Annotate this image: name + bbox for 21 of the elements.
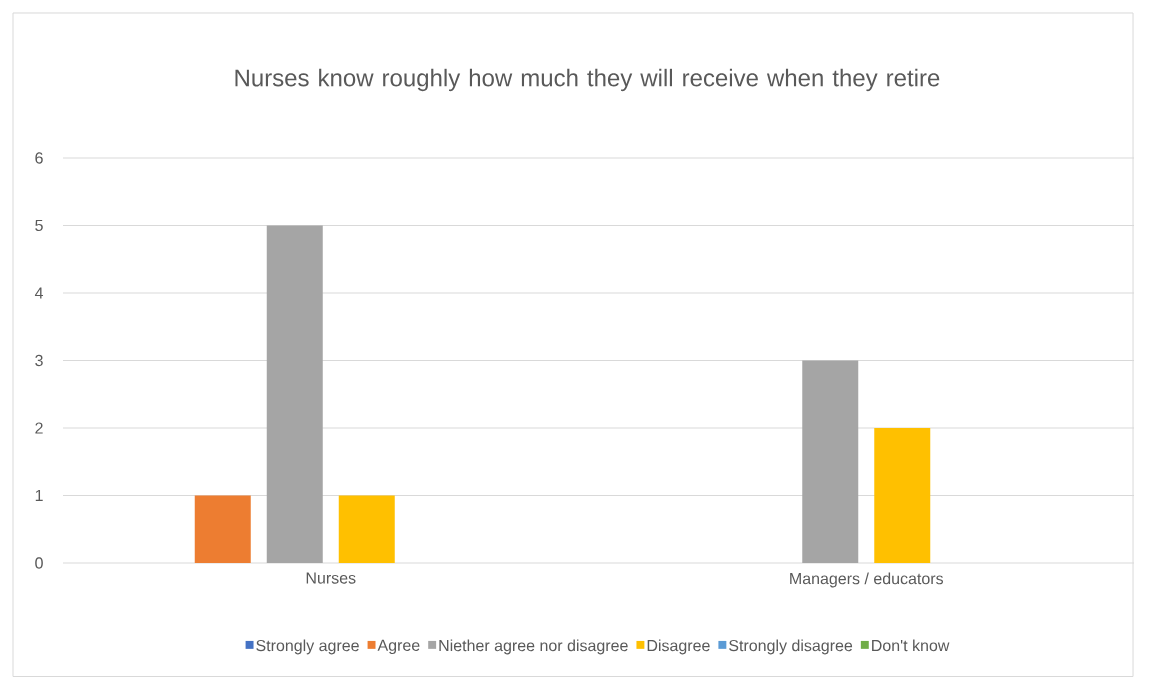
y-tick-label: 5	[35, 219, 43, 232]
y-tick-label: 6	[35, 152, 43, 164]
x-tick-label: Managers / educators	[790, 572, 944, 588]
bar	[338, 495, 395, 563]
bar	[874, 428, 931, 563]
bar	[266, 225, 323, 563]
chart-title: Nurses know roughly how much they will receive when they retire	[235, 68, 940, 92]
legend-label: Disagree	[647, 639, 710, 655]
legend-label: Don't know	[872, 639, 950, 652]
bar	[802, 360, 859, 563]
legend-label: Agree	[377, 639, 420, 655]
y-tick-label: 1	[35, 489, 43, 501]
y-tick-label: 2	[35, 422, 43, 434]
x-tick-label: Nurses	[306, 572, 356, 584]
y-tick-label: 4	[34, 287, 44, 299]
legend-label: Strongly disagree	[729, 639, 853, 655]
y-tick-label: 3	[35, 354, 43, 367]
bar	[194, 495, 251, 563]
y-tick-label: 0	[35, 557, 43, 569]
legend-label: Strongly agree	[256, 639, 359, 655]
legend-label: Niether agree nor disagree	[439, 639, 628, 655]
